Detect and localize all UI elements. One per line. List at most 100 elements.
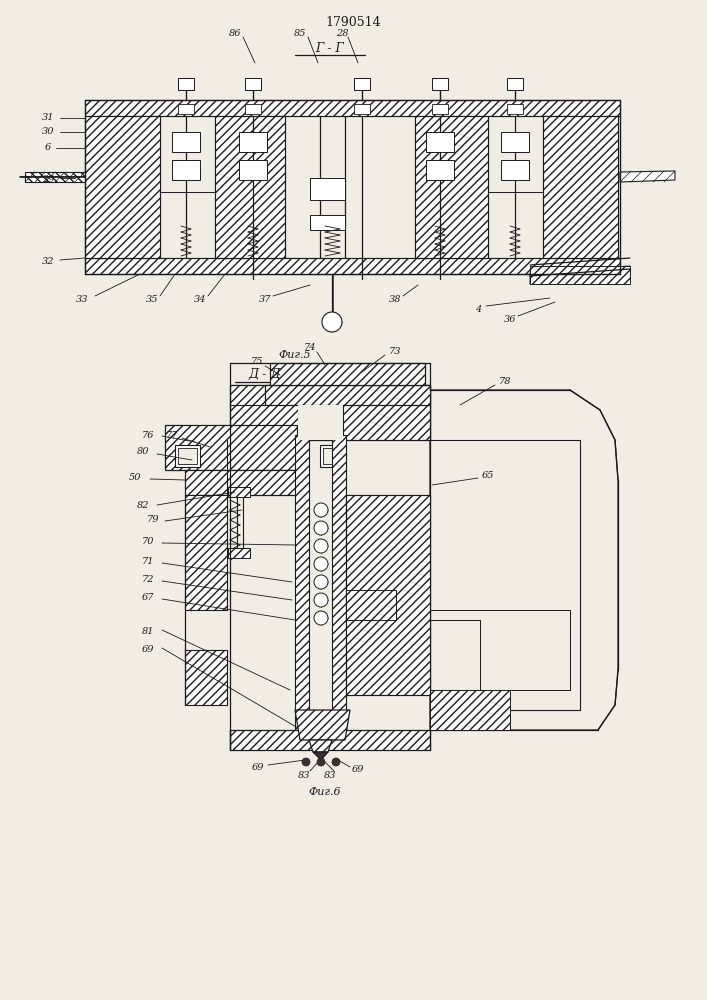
Text: 69: 69 [141,646,154,654]
Bar [228,548,250,558]
Text: 32: 32 [42,257,54,266]
Text: 76: 76 [141,430,154,440]
Bar [426,160,454,180]
Text: 83: 83 [324,770,337,780]
Circle shape [322,312,342,332]
Bar [178,448,197,464]
Bar [85,258,620,274]
Bar [507,104,523,114]
Bar [310,178,345,200]
Text: 78: 78 [498,377,511,386]
Bar [501,160,529,180]
Text: 77: 77 [165,430,178,440]
Text: 33: 33 [76,296,88,304]
Bar [172,132,200,152]
Polygon shape [430,390,618,730]
Bar [165,425,297,470]
Bar [285,116,415,258]
Bar [160,116,215,258]
Text: 65: 65 [481,471,494,480]
Text: 38: 38 [389,296,402,304]
Bar [185,495,227,610]
Text: 36: 36 [504,316,516,324]
Text: 37: 37 [259,296,271,304]
Text: Г - Г: Г - Г [315,41,344,54]
Bar [85,116,160,258]
Text: 70: 70 [141,538,154,546]
Bar [178,104,194,114]
Text: 69: 69 [252,764,264,772]
Polygon shape [313,752,328,760]
Bar [309,435,332,730]
Text: 28: 28 [336,28,349,37]
Bar [185,470,297,495]
Bar [298,405,343,440]
Polygon shape [295,710,350,740]
Text: 67: 67 [141,593,154,602]
Bar [320,445,345,467]
Text: 82: 82 [136,500,149,510]
Bar [346,495,430,695]
Bar [230,385,430,440]
Bar [228,487,250,497]
Bar [270,363,425,385]
Bar [354,78,370,90]
Circle shape [314,557,328,571]
Bar [415,116,488,258]
Bar [500,690,580,730]
Bar [426,132,454,152]
Bar [332,435,346,730]
Bar [178,78,194,90]
Text: 79: 79 [147,516,159,524]
Text: 72: 72 [141,576,154,584]
Text: 30: 30 [42,127,54,136]
Polygon shape [25,172,85,182]
Text: 83: 83 [298,770,310,780]
Bar [432,78,448,90]
Polygon shape [530,266,630,284]
Text: 80: 80 [136,448,149,456]
Bar [501,132,529,152]
Bar [85,100,620,116]
Circle shape [314,575,328,589]
Bar [354,104,370,114]
Bar [530,266,630,284]
Text: 4: 4 [475,306,481,314]
Text: 50: 50 [129,474,141,483]
Bar [323,448,342,464]
Bar [245,104,261,114]
Text: 71: 71 [141,558,154,566]
Text: 34: 34 [194,296,206,304]
Bar [215,116,285,258]
Text: Фиг.5: Фиг.5 [279,350,311,360]
Text: 86: 86 [229,28,241,37]
Bar [185,650,227,705]
Circle shape [302,758,310,766]
Text: 85: 85 [293,28,306,37]
Circle shape [314,539,328,553]
Bar [543,116,618,258]
Polygon shape [309,740,332,752]
Bar [265,385,430,405]
Text: Фиг.6: Фиг.6 [309,787,341,797]
Circle shape [314,611,328,625]
Bar [239,132,267,152]
Bar [346,590,396,620]
Bar [488,116,543,258]
Bar [295,435,309,730]
Text: 31: 31 [42,113,54,122]
Bar [430,690,510,730]
Bar [310,215,345,230]
Bar [507,78,523,90]
Polygon shape [620,171,675,182]
Text: 35: 35 [146,296,158,304]
Bar [432,104,448,114]
Bar [245,78,261,90]
Text: 74: 74 [304,344,316,353]
Bar [239,160,267,180]
Text: 73: 73 [389,348,402,357]
Text: 81: 81 [141,628,154,637]
Text: 69: 69 [352,766,364,774]
Bar [172,160,200,180]
Circle shape [317,758,325,766]
